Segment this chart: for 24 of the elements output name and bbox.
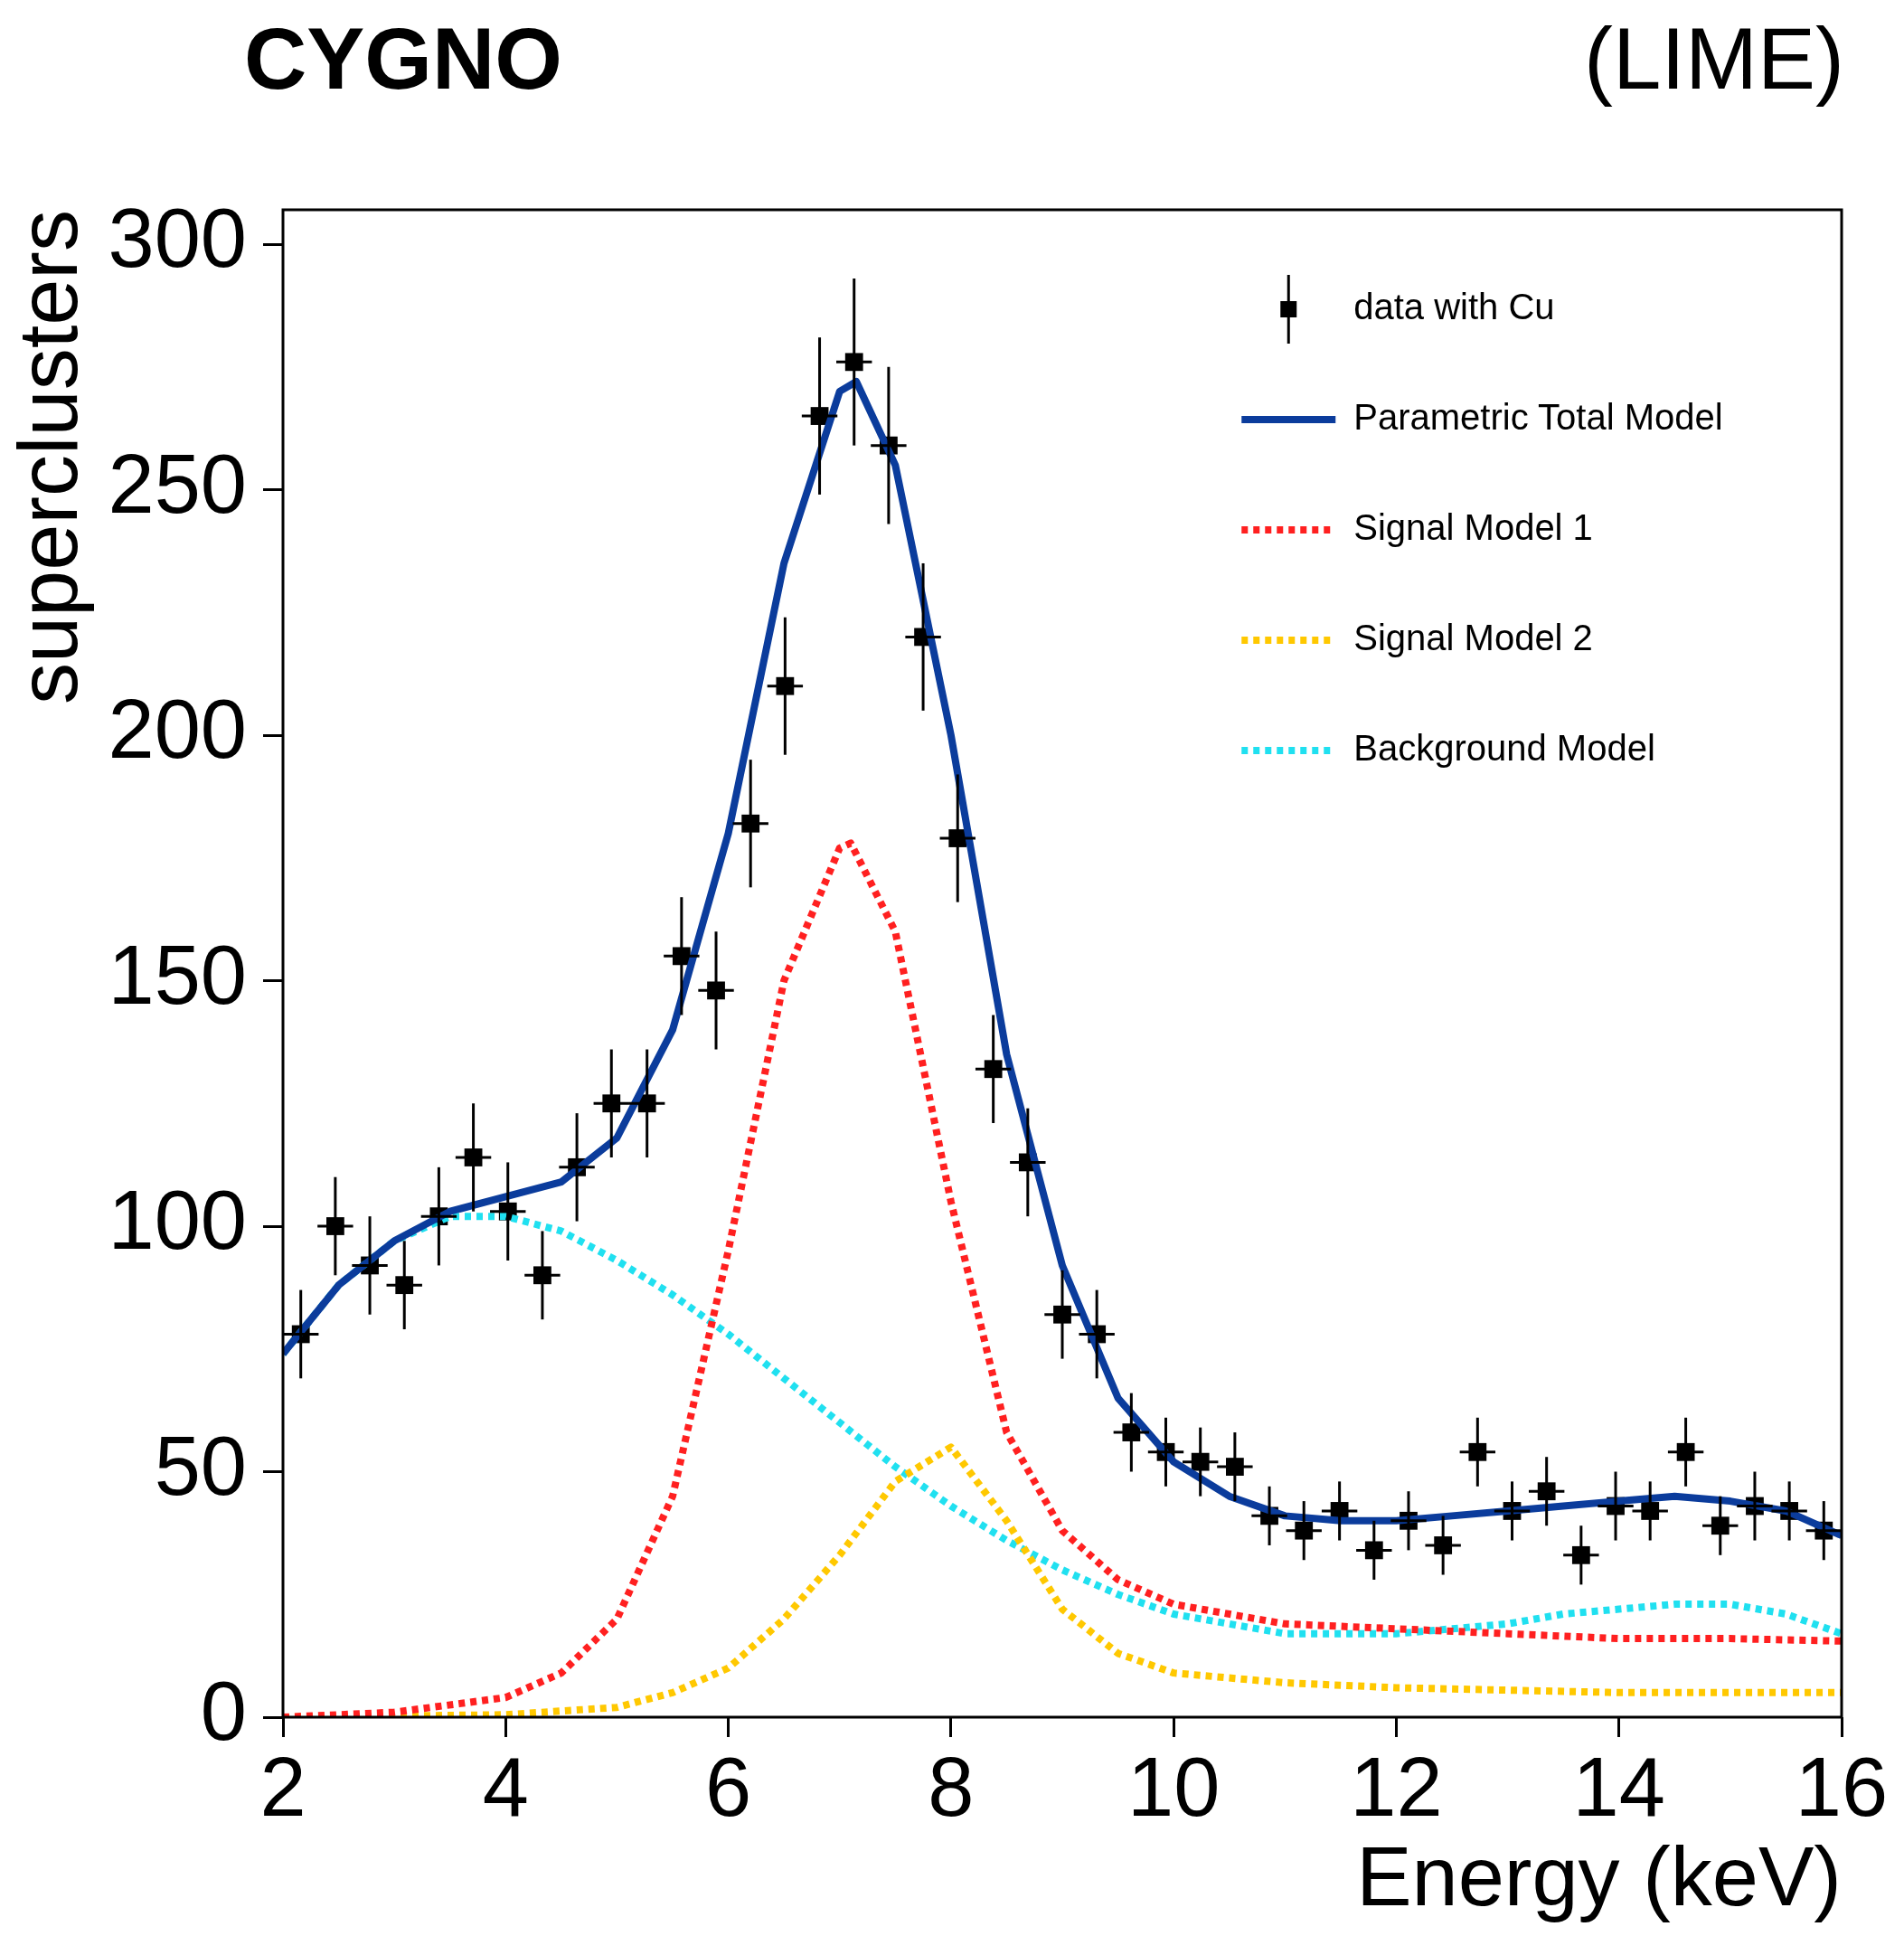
legend-label: Signal Model 1 bbox=[1353, 507, 1593, 548]
legend-label: Parametric Total Model bbox=[1353, 397, 1723, 438]
y-tick-label: 200 bbox=[108, 683, 247, 776]
y-tick-label: 50 bbox=[154, 1419, 247, 1512]
y-tick-label: 300 bbox=[108, 192, 247, 285]
legend-label: data with Cu bbox=[1353, 287, 1555, 327]
legend-label: Signal Model 2 bbox=[1353, 618, 1593, 658]
y-tick-label: 100 bbox=[108, 1174, 247, 1267]
x-tick-label: 16 bbox=[1795, 1740, 1889, 1833]
x-axis-title: Energy (keV) bbox=[1356, 1830, 1842, 1923]
y-axis-title: superclusters bbox=[1, 210, 94, 705]
x-tick-label: 4 bbox=[482, 1740, 529, 1833]
x-tick-label: 8 bbox=[928, 1740, 975, 1833]
x-tick-label: 12 bbox=[1350, 1740, 1443, 1833]
y-tick-label: 250 bbox=[108, 437, 247, 530]
x-tick-label: 6 bbox=[704, 1740, 752, 1833]
y-tick-label: 150 bbox=[108, 928, 247, 1021]
x-tick-label: 10 bbox=[1126, 1740, 1221, 1833]
legend-label: Background Model bbox=[1353, 728, 1655, 769]
chart-title: CYGNO bbox=[244, 9, 563, 109]
x-tick-label: 14 bbox=[1572, 1740, 1665, 1833]
chart-subtitle: (LIME) bbox=[1584, 9, 1844, 109]
y-tick-label: 0 bbox=[200, 1665, 247, 1758]
x-tick-label: 2 bbox=[259, 1740, 306, 1833]
